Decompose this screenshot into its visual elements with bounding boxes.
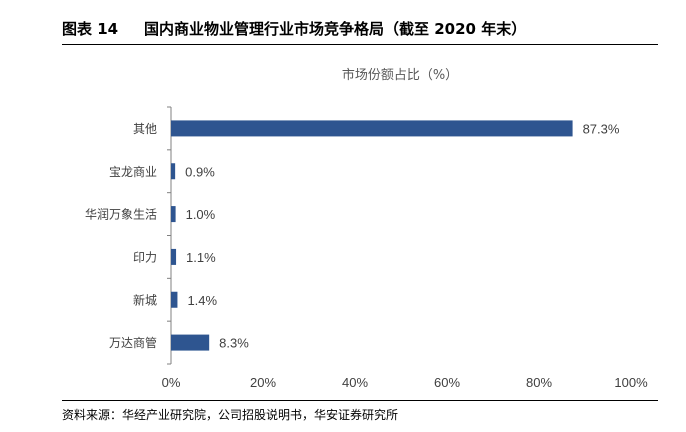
bar [171, 120, 573, 137]
figure-header: 图表 14 国内商业物业管理行业市场竞争格局（截至 2020 年末） [62, 14, 658, 45]
data-label: 87.3% [583, 121, 620, 136]
category-label: 印力 [133, 250, 157, 264]
x-tick-label: 80% [526, 375, 552, 390]
footer-divider [62, 400, 658, 401]
category-label: 万达商管 [109, 335, 157, 350]
bar [171, 248, 177, 265]
category-label: 新城 [133, 292, 157, 307]
chart-title: 市场份额占比（%） [341, 68, 459, 83]
bar [171, 291, 178, 308]
data-label: 1.0% [186, 207, 216, 222]
figure-label: 图表 14 [62, 20, 119, 38]
bar [171, 334, 210, 351]
x-tick-label: 60% [434, 375, 460, 390]
data-label: 1.1% [186, 250, 216, 265]
x-tick-label: 0% [162, 375, 181, 390]
x-tick-label: 20% [250, 375, 276, 390]
data-label: 1.4% [187, 293, 217, 308]
category-label: 宝龙商业 [109, 164, 157, 179]
data-label: 8.3% [219, 336, 249, 351]
bar [171, 206, 176, 223]
category-label: 华润万象生活 [85, 208, 157, 222]
x-tick-label: 100% [614, 375, 648, 390]
figure-title: 国内商业物业管理行业市场竞争格局（截至 2020 年末） [144, 20, 527, 38]
bar [171, 163, 176, 180]
x-tick-label: 40% [342, 375, 368, 390]
source-note: 资料来源：华经产业研究院，公司招股说明书，华安证券研究所 [62, 408, 399, 422]
category-label: 其他 [133, 122, 157, 136]
data-label: 0.9% [185, 164, 215, 179]
